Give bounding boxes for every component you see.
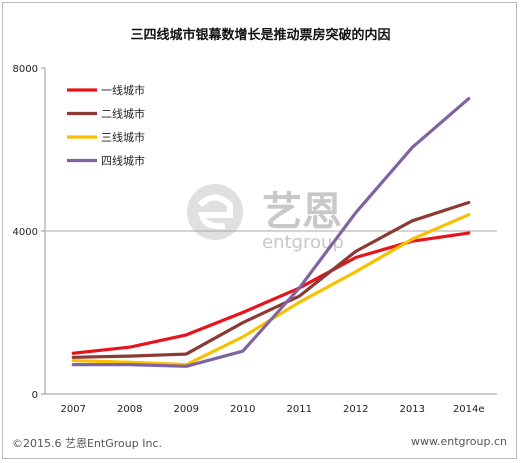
legend-label-2: 二线城市 [101, 107, 145, 121]
axes: 0 4000 8000 2007 2008 2009 2010 2011 2012 2013 201… [13, 64, 497, 415]
y-tick-label: 4000 [13, 227, 38, 238]
x-tick-label: 2007 [61, 404, 86, 415]
legend-label-1: 一线城市 [101, 83, 145, 97]
watermark-en-text: entgroup [262, 232, 344, 253]
copyright-text: ©2015.6 艺恩EntGroup Inc. [12, 437, 162, 450]
watermark-e-glyph [197, 194, 233, 230]
series-lines [71, 96, 471, 368]
x-tick-label: 2008 [117, 404, 142, 415]
x-tick-label: 2009 [174, 404, 199, 415]
x-tick-label: 2011 [287, 404, 312, 415]
watermark-cn-text: 艺恩 [262, 189, 342, 235]
chart-title: 三四线城市银幕数增长是推动票房突破的内因 [130, 28, 391, 43]
y-tick-label: 0 [32, 390, 38, 401]
legend-label-4: 四线城市 [101, 154, 145, 168]
y-tick-label: 8000 [13, 64, 38, 75]
legend-label-3: 三线城市 [101, 130, 145, 144]
series-line-4 [71, 96, 471, 368]
x-tick-label: 2012 [343, 404, 368, 415]
x-tick-label: 2013 [400, 404, 425, 415]
x-tick-label: 2010 [230, 404, 255, 415]
website-link[interactable]: www.entgroup.cn [411, 435, 507, 448]
x-tick-label: 2014e [453, 404, 485, 415]
series-line-2 [71, 200, 471, 359]
